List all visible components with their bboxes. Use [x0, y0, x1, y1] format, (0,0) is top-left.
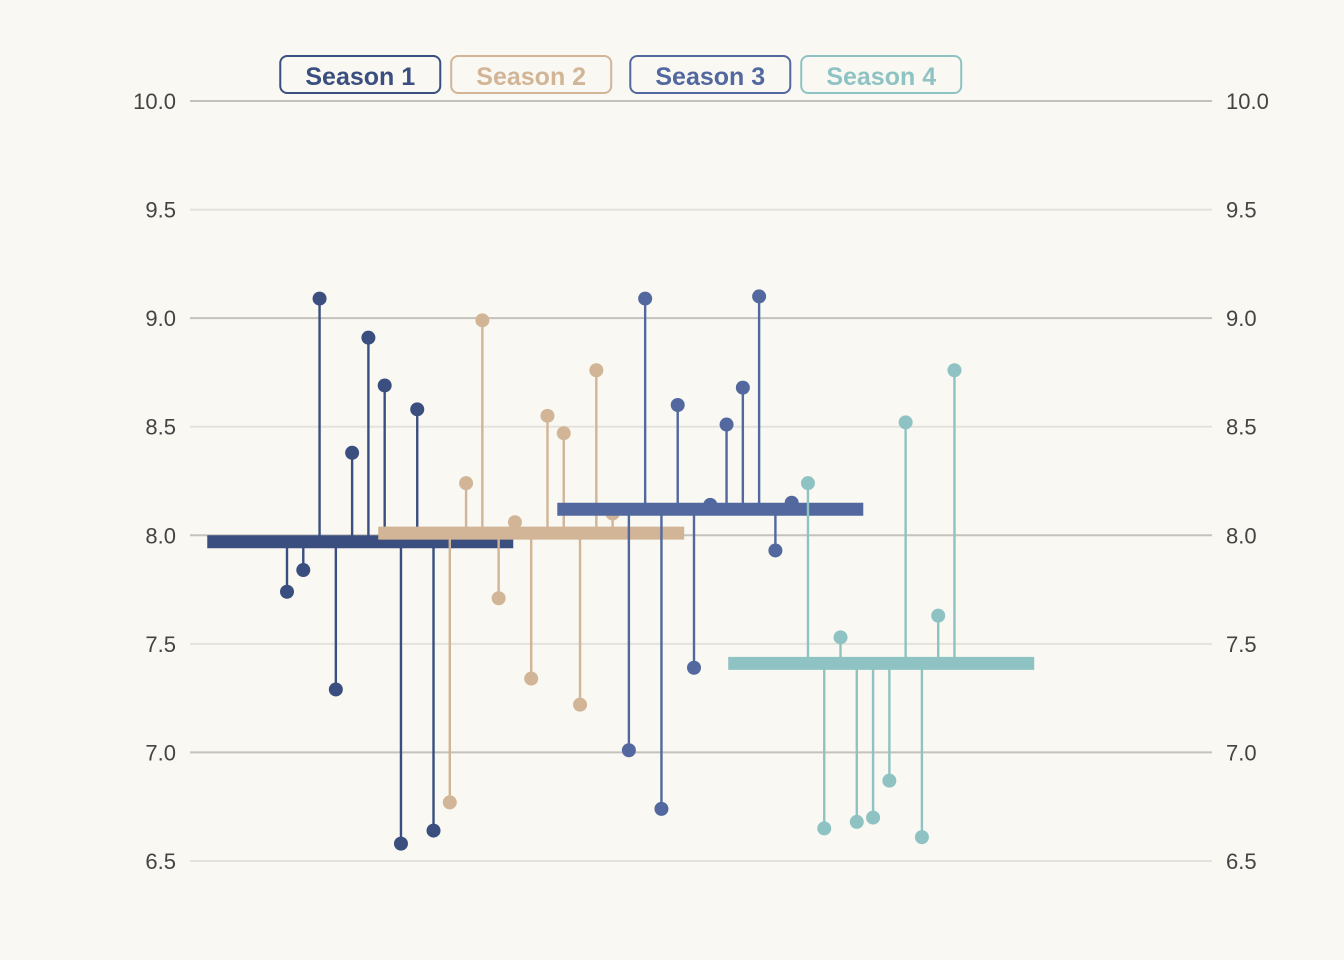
episode-point	[898, 415, 913, 430]
y-tick-label-right: 8.5	[1226, 415, 1257, 440]
episode-point	[573, 697, 588, 712]
left-y-axis: 10.0 9.5 9.0 8.5 8.0 7.5 7.0 6.5	[133, 89, 176, 874]
episode-point	[345, 445, 360, 460]
episode-point	[280, 584, 294, 599]
right-y-axis: 10.0 9.5 9.0 8.5 8.0 7.5 7.0 6.5	[1226, 89, 1269, 874]
season-label-1: Season 1	[279, 55, 442, 94]
episode-point	[768, 543, 783, 558]
episode-point	[882, 773, 897, 788]
episode-point	[654, 801, 669, 816]
y-tick-label-right: 8.0	[1226, 523, 1257, 548]
episode-point	[947, 363, 962, 378]
grid-lines	[190, 100, 1212, 862]
y-tick-label-left: 10.0	[133, 89, 176, 114]
episode-point	[426, 823, 441, 838]
episode-point	[442, 795, 457, 810]
episode-point	[361, 330, 376, 345]
episode-point	[459, 476, 474, 491]
season-label-box	[450, 55, 613, 94]
season-labels: Season 1 Season 2 Season 3 Season 4	[279, 55, 963, 94]
episode-point	[393, 836, 408, 851]
episode-point	[735, 380, 750, 395]
episode-point	[752, 289, 767, 304]
season-3-series	[557, 289, 864, 816]
season-label-text: Season 2	[476, 63, 586, 91]
episode-point	[719, 417, 734, 432]
y-tick-label-left: 8.0	[145, 523, 176, 548]
episode-point	[524, 671, 539, 686]
season-label-text: Season 1	[305, 63, 415, 91]
season-label-box	[629, 55, 792, 94]
episode-point	[589, 363, 604, 378]
season-label-3: Season 3	[629, 55, 792, 94]
episode-point	[491, 591, 506, 606]
season-4-series	[728, 363, 1035, 845]
y-tick-label-left: 9.5	[145, 198, 176, 223]
episode-point	[410, 402, 425, 417]
episode-point	[866, 810, 881, 825]
episode-point	[475, 313, 490, 328]
y-tick-label-left: 8.5	[145, 415, 176, 440]
episode-point	[784, 495, 799, 510]
episode-point	[931, 608, 946, 623]
episode-point	[507, 515, 522, 530]
episode-point	[849, 814, 864, 829]
series-layer	[207, 289, 1035, 851]
y-tick-label-right: 7.0	[1226, 740, 1257, 765]
y-tick-label-right: 9.5	[1226, 198, 1257, 223]
episode-point	[621, 743, 636, 758]
y-tick-label-right: 7.5	[1226, 632, 1257, 657]
episode-point	[687, 660, 701, 675]
episode-point	[296, 563, 311, 578]
season-1-series	[207, 291, 514, 851]
season-label-4: Season 4	[800, 55, 963, 94]
episode-point	[703, 497, 718, 512]
episode-point	[817, 821, 832, 836]
episode-point	[328, 682, 343, 697]
y-tick-label-left: 7.0	[145, 740, 176, 765]
season-label-2: Season 2	[450, 55, 613, 94]
episode-point	[800, 476, 815, 491]
episode-point	[914, 830, 929, 845]
season-2-series	[378, 313, 685, 810]
episode-point	[377, 378, 392, 393]
episode-point	[638, 291, 653, 306]
y-tick-label-right: 10.0	[1226, 89, 1269, 114]
episode-point	[670, 398, 685, 412]
y-tick-label-left: 7.5	[145, 632, 176, 657]
season-label-text: Season 3	[655, 63, 765, 91]
y-tick-label-left: 9.0	[145, 306, 176, 331]
y-tick-label-left: 6.5	[145, 849, 176, 874]
episode-point	[540, 408, 555, 423]
season-label-text: Season 4	[826, 63, 936, 91]
episode-point	[556, 426, 571, 441]
season-label-box	[279, 55, 442, 94]
y-tick-label-right: 9.0	[1226, 306, 1257, 331]
episode-point	[833, 630, 848, 645]
episode-point	[312, 291, 327, 306]
y-tick-label-right: 6.5	[1226, 849, 1257, 874]
season-label-box	[800, 55, 963, 94]
